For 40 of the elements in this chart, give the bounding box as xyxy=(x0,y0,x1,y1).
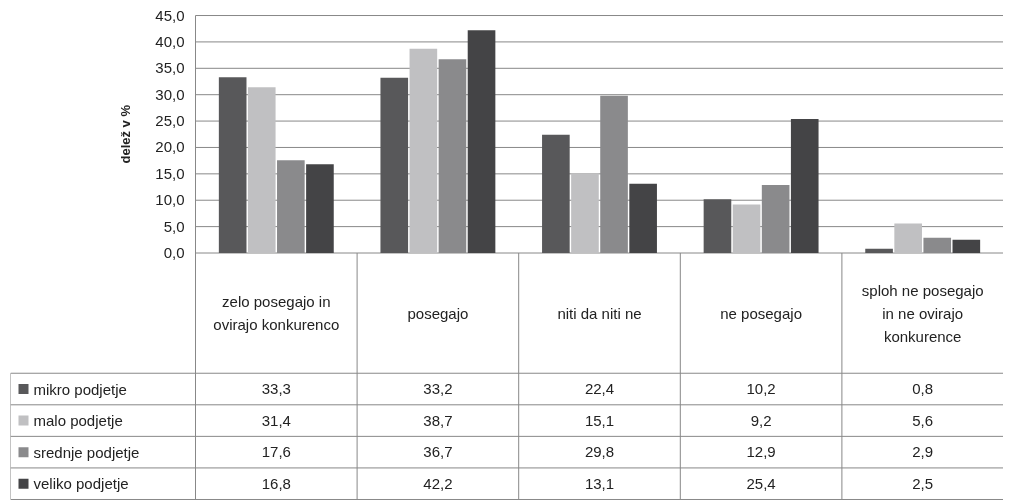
x-tick-label: niti da niti ne xyxy=(557,304,642,322)
y-tick-label: 35,0 xyxy=(155,59,185,77)
legend-label: mikro podjetje xyxy=(33,380,127,398)
data-label: 42,2 xyxy=(423,474,453,492)
data-label: 0,8 xyxy=(912,380,934,398)
data-label: 33,3 xyxy=(261,380,291,398)
y-tick-label: 20,0 xyxy=(155,138,185,156)
y-tick-label: 0,0 xyxy=(163,244,185,262)
y-tick-label: 15,0 xyxy=(155,164,185,182)
x-tick-label: ne posegajo xyxy=(720,304,802,322)
y-tick-label: 40,0 xyxy=(155,32,185,50)
data-label: 13,1 xyxy=(584,474,615,492)
data-label: 38,7 xyxy=(423,411,453,429)
x-tick-label: zelo posegajo in ovirajo konkurenco xyxy=(213,293,340,334)
data-label: 22,4 xyxy=(584,380,615,398)
data-label: 5,6 xyxy=(912,411,934,429)
data-label: 12,9 xyxy=(746,443,776,461)
y-axis-title: delež v % xyxy=(118,104,133,164)
data-label: 29,8 xyxy=(584,443,615,461)
legend-label: srednje podjetje xyxy=(33,443,140,461)
data-label: 16,8 xyxy=(261,474,291,492)
data-label: 10,2 xyxy=(746,380,776,398)
y-tick-label: 30,0 xyxy=(155,85,185,103)
data-label: 9,2 xyxy=(750,411,772,429)
y-tick-label: 10,0 xyxy=(155,191,185,209)
legend-label: veliko podjetje xyxy=(33,475,129,493)
y-tick-label: 25,0 xyxy=(155,112,185,130)
data-label: 36,7 xyxy=(423,443,453,461)
data-label: 17,6 xyxy=(261,443,291,461)
y-tick-label: 45,0 xyxy=(155,6,185,24)
x-tick-label: sploh ne posegajo in ne ovirajo konkurence xyxy=(861,281,984,345)
data-label: 25,4 xyxy=(746,474,776,492)
data-label: 2,9 xyxy=(912,443,934,461)
data-label: 15,1 xyxy=(584,411,615,429)
x-tick-label: posegajo xyxy=(407,304,469,322)
data-label: 31,4 xyxy=(261,411,291,429)
data-label: 2,5 xyxy=(912,474,934,492)
legend-label: malo podjetje xyxy=(33,412,123,430)
data-label: 33,2 xyxy=(423,380,453,398)
y-tick-label: 5,0 xyxy=(163,217,185,235)
